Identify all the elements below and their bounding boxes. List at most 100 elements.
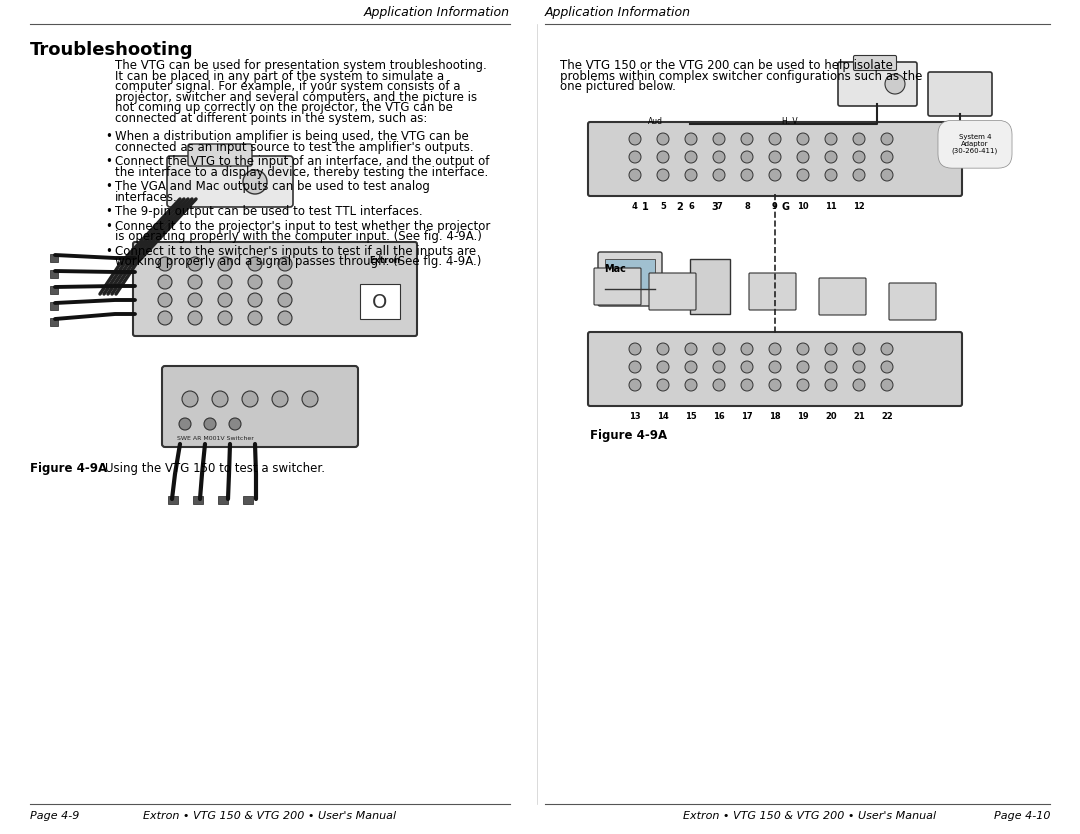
Text: interfaces.: interfaces. [114, 190, 178, 203]
Circle shape [629, 343, 642, 355]
Text: is operating properly with the computer input. (See fig. 4-9A.): is operating properly with the computer … [114, 230, 482, 243]
Text: Application Information: Application Information [545, 6, 691, 19]
Circle shape [881, 361, 893, 373]
Circle shape [248, 275, 262, 289]
Circle shape [248, 257, 262, 271]
FancyBboxPatch shape [167, 156, 293, 207]
FancyBboxPatch shape [928, 72, 993, 116]
Circle shape [685, 361, 697, 373]
Bar [50, 302, 58, 310]
Circle shape [218, 275, 232, 289]
Text: 1: 1 [642, 202, 648, 212]
Text: 2: 2 [677, 202, 684, 212]
Circle shape [188, 257, 202, 271]
Circle shape [853, 133, 865, 145]
Circle shape [713, 361, 725, 373]
Circle shape [853, 343, 865, 355]
Circle shape [825, 343, 837, 355]
Circle shape [769, 379, 781, 391]
Circle shape [769, 151, 781, 163]
Text: working properly and a signal passes through. (See fig. 4-9A.): working properly and a signal passes thr… [114, 255, 482, 268]
Text: Connect the VTG to the input of an interface, and the output of: Connect the VTG to the input of an inter… [114, 155, 489, 168]
Circle shape [713, 343, 725, 355]
Circle shape [302, 391, 318, 407]
Circle shape [272, 391, 288, 407]
Circle shape [278, 257, 292, 271]
Text: •: • [105, 155, 112, 168]
Text: System 4
Adaptor
(30-260-411): System 4 Adaptor (30-260-411) [951, 133, 998, 154]
Circle shape [797, 151, 809, 163]
Circle shape [881, 343, 893, 355]
Text: SWE AR M001V Switcher: SWE AR M001V Switcher [176, 436, 254, 441]
Circle shape [797, 169, 809, 181]
Text: 10: 10 [797, 202, 809, 211]
FancyBboxPatch shape [750, 273, 796, 310]
Text: 18: 18 [769, 412, 781, 421]
Text: 5: 5 [660, 202, 666, 211]
Circle shape [629, 361, 642, 373]
Circle shape [769, 133, 781, 145]
Text: 11: 11 [825, 202, 837, 211]
Text: Extron • VTG 150 & VTG 200 • User's Manual: Extron • VTG 150 & VTG 200 • User's Manu… [684, 811, 936, 821]
Circle shape [248, 293, 262, 307]
Text: one pictured below.: one pictured below. [561, 80, 676, 93]
Circle shape [212, 391, 228, 407]
Circle shape [797, 133, 809, 145]
Text: computer signal. For example, if your system consists of a: computer signal. For example, if your sy… [114, 80, 460, 93]
Circle shape [885, 74, 905, 94]
Text: connected at different points in the system, such as:: connected at different points in the sys… [114, 112, 428, 124]
Text: O: O [373, 293, 388, 312]
Text: The 9-pin output can be used to test TTL interfaces.: The 9-pin output can be used to test TTL… [114, 205, 422, 218]
Circle shape [741, 343, 753, 355]
Circle shape [853, 151, 865, 163]
Text: 8: 8 [744, 202, 750, 211]
Text: •: • [105, 219, 112, 233]
Circle shape [853, 379, 865, 391]
Text: The VTG can be used for presentation system troubleshooting.: The VTG can be used for presentation sys… [114, 59, 487, 72]
Bar [50, 270, 58, 278]
Circle shape [629, 151, 642, 163]
Circle shape [183, 391, 198, 407]
Circle shape [741, 361, 753, 373]
Circle shape [229, 418, 241, 430]
FancyBboxPatch shape [853, 56, 896, 71]
Text: 4: 4 [632, 202, 638, 211]
Circle shape [825, 379, 837, 391]
Circle shape [629, 133, 642, 145]
Circle shape [685, 379, 697, 391]
Circle shape [685, 151, 697, 163]
Text: The VGA and Mac outputs can be used to test analog: The VGA and Mac outputs can be used to t… [114, 180, 430, 193]
Circle shape [825, 151, 837, 163]
Circle shape [881, 379, 893, 391]
Circle shape [248, 311, 262, 325]
Text: 7: 7 [716, 202, 721, 211]
Circle shape [797, 361, 809, 373]
Circle shape [769, 361, 781, 373]
Text: 16: 16 [713, 412, 725, 421]
Text: Aud: Aud [648, 117, 662, 126]
Circle shape [825, 169, 837, 181]
Circle shape [657, 343, 669, 355]
Circle shape [188, 311, 202, 325]
FancyBboxPatch shape [588, 332, 962, 406]
Circle shape [278, 311, 292, 325]
Circle shape [657, 379, 669, 391]
Bar [605, 259, 654, 289]
FancyBboxPatch shape [598, 252, 662, 306]
Text: 14: 14 [657, 412, 669, 421]
Text: Using the VTG 150 to test a switcher.: Using the VTG 150 to test a switcher. [105, 462, 325, 475]
Circle shape [741, 169, 753, 181]
Text: The VTG 150 or the VTG 200 can be used to help isolate: The VTG 150 or the VTG 200 can be used t… [561, 59, 893, 72]
Text: 22: 22 [881, 412, 893, 421]
Text: 6: 6 [688, 202, 694, 211]
Text: the interface to a display device, thereby testing the interface.: the interface to a display device, there… [114, 165, 488, 178]
Bar [243, 496, 253, 504]
Circle shape [769, 343, 781, 355]
Circle shape [713, 133, 725, 145]
Text: 21: 21 [853, 412, 865, 421]
Circle shape [881, 151, 893, 163]
FancyBboxPatch shape [819, 278, 866, 315]
FancyBboxPatch shape [133, 242, 417, 336]
Text: Connect it to the switcher's inputs to test if all the inputs are: Connect it to the switcher's inputs to t… [114, 244, 476, 258]
Circle shape [218, 257, 232, 271]
